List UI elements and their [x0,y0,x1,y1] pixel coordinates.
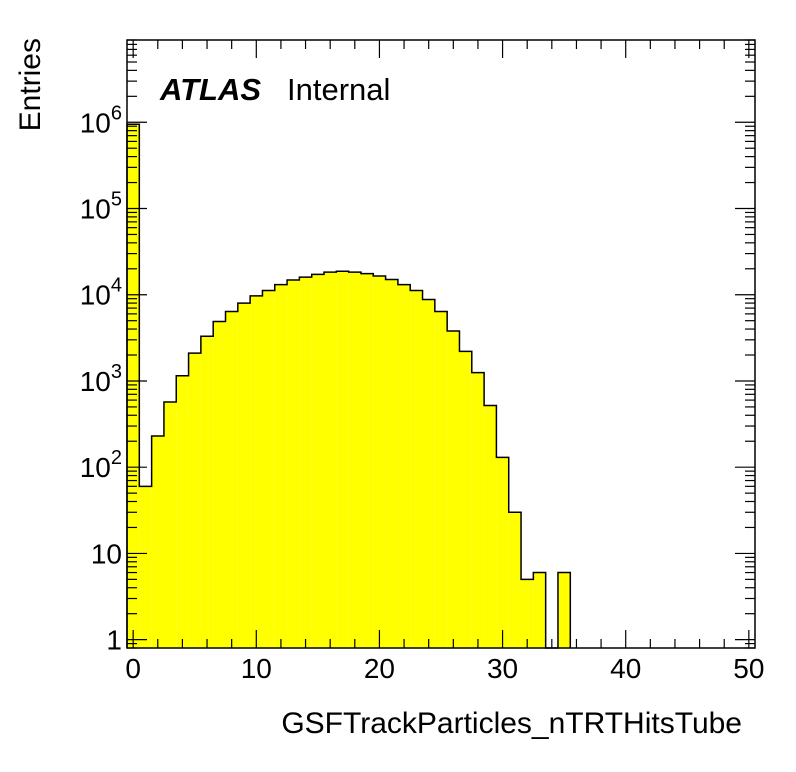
histogram-bar [348,272,361,648]
atlas-label: ATLAS [159,72,261,107]
histogram-bar [410,290,423,648]
y-tick-label: 104 [80,275,122,311]
histogram-bar [176,375,189,648]
histogram-bar [557,572,571,648]
histogram-bar [127,124,140,648]
y-tick-label: 102 [80,447,122,483]
internal-label: Internal [287,72,390,107]
x-tick-label: 0 [125,653,141,684]
histogram-bar [151,435,164,648]
histogram-bar [459,351,472,648]
histogram-bar [299,277,312,648]
axis-ticks [127,39,755,649]
histogram-bar [274,284,288,648]
histogram-bar [200,336,214,648]
histogram-bar [434,311,448,648]
histogram-bar [336,271,349,648]
histogram-bar [324,272,337,648]
histogram-bar [521,579,534,648]
y-tick-label: 10 [91,538,122,569]
x-tick-label: 40 [610,653,641,684]
histogram-bar [262,290,275,648]
x-tick-label: 30 [487,653,518,684]
histogram-bar [213,321,226,648]
histogram-bar [163,402,177,648]
y-tick-label: 106 [80,102,122,138]
x-tick-labels: 0 10 20 30 40 50 [125,653,764,684]
histogram-bar [139,486,152,648]
histogram-bar [311,274,325,648]
histogram-bar [237,303,251,648]
histogram-bar [385,279,398,648]
histogram-bar [484,405,497,648]
x-tick-label: 20 [364,653,395,684]
histogram-outline [126,123,572,649]
x-tick-label: 50 [733,653,764,684]
histogram-bar [471,372,485,648]
histogram-bar [188,353,201,648]
histogram-bar [373,275,386,648]
y-tick-label: 103 [80,361,122,397]
histogram-bar [250,295,263,648]
histogram-bar [508,512,522,648]
x-axis-label: GSFTrackParticles_nTRTHitsTube [281,707,742,740]
x-tick-label: 10 [241,653,272,684]
y-tick-label: 105 [80,189,122,225]
histogram-bars [127,124,571,648]
histogram-bar [287,280,300,648]
histogram-bar [422,299,435,648]
histogram-bar [360,273,374,648]
y-axis-label: Entries [14,38,47,131]
histogram-bar [225,311,238,648]
y-tick-labels: 1 10 102 103 104 105 106 [80,102,122,655]
y-tick-label: 1 [106,625,122,656]
histogram-bar [447,330,460,648]
histogram-bar [533,572,546,648]
histogram-bar [496,457,509,648]
histogram-bar [397,284,411,648]
plot-frame [126,39,756,649]
